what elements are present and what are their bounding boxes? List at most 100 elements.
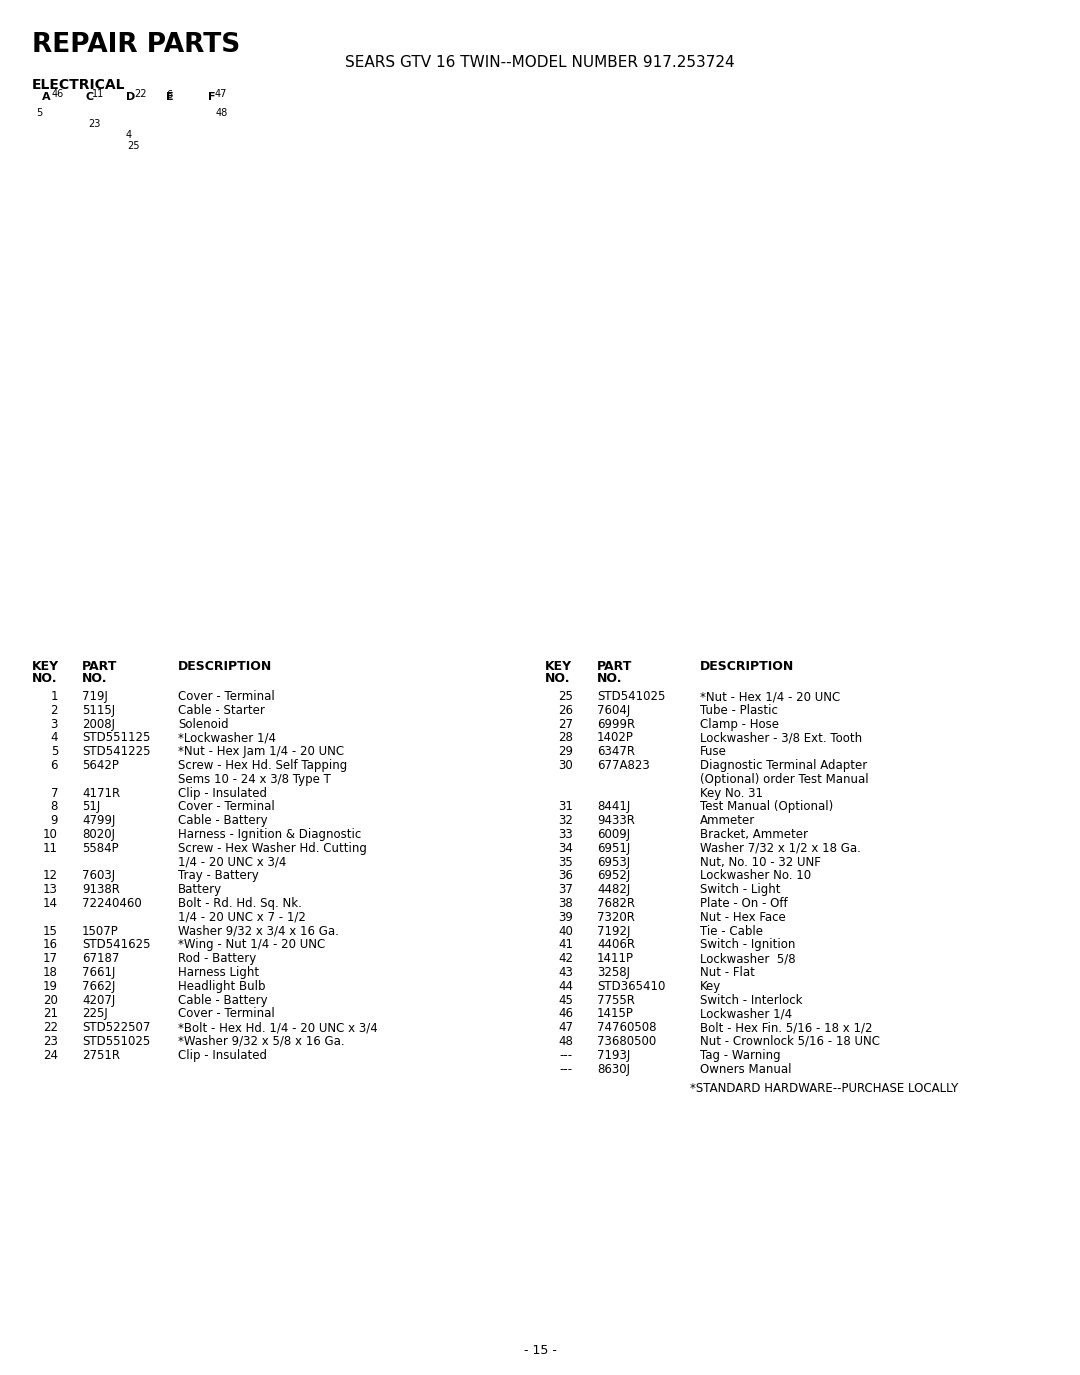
Text: F: F bbox=[208, 92, 216, 102]
Text: PART: PART bbox=[597, 660, 633, 672]
Text: 22: 22 bbox=[43, 1022, 58, 1034]
Text: 10: 10 bbox=[43, 828, 58, 842]
Text: KEY: KEY bbox=[545, 660, 572, 672]
Text: 1/4 - 20 UNC x 7 - 1/2: 1/4 - 20 UNC x 7 - 1/2 bbox=[178, 910, 306, 924]
Text: 7193J: 7193J bbox=[597, 1049, 631, 1062]
Text: 35: 35 bbox=[558, 855, 573, 869]
Text: 1: 1 bbox=[51, 690, 58, 703]
Text: 45: 45 bbox=[558, 994, 573, 1006]
Text: 4406R: 4406R bbox=[597, 938, 635, 952]
Text: STD551125: STD551125 bbox=[82, 732, 150, 744]
Text: 1411P: 1411P bbox=[597, 953, 634, 965]
Text: Nut - Hex Face: Nut - Hex Face bbox=[700, 910, 786, 924]
Text: Rod - Battery: Rod - Battery bbox=[178, 953, 256, 965]
Text: Owners Manual: Owners Manual bbox=[700, 1063, 792, 1075]
Text: 5115J: 5115J bbox=[82, 704, 116, 716]
Text: Clamp - Hose: Clamp - Hose bbox=[700, 718, 779, 730]
Text: 30: 30 bbox=[558, 759, 573, 771]
Text: 7682R: 7682R bbox=[597, 896, 635, 910]
Text: Fuse: Fuse bbox=[700, 745, 727, 758]
Text: 6999R: 6999R bbox=[597, 718, 635, 730]
Text: Diagnostic Terminal Adapter: Diagnostic Terminal Adapter bbox=[700, 759, 867, 771]
Text: 9: 9 bbox=[51, 814, 58, 828]
Text: 6952J: 6952J bbox=[597, 869, 631, 883]
Text: ELECTRICAL: ELECTRICAL bbox=[32, 78, 125, 92]
Text: 24: 24 bbox=[43, 1049, 58, 1062]
Text: 4799J: 4799J bbox=[82, 814, 116, 828]
Text: 8020J: 8020J bbox=[82, 828, 114, 842]
Text: Tray - Battery: Tray - Battery bbox=[178, 869, 259, 883]
Text: 11: 11 bbox=[92, 89, 105, 99]
Text: Bolt - Rd. Hd. Sq. Nk.: Bolt - Rd. Hd. Sq. Nk. bbox=[178, 896, 302, 910]
Text: *Nut - Hex 1/4 - 20 UNC: *Nut - Hex 1/4 - 20 UNC bbox=[700, 690, 840, 703]
Text: STD541225: STD541225 bbox=[82, 745, 150, 758]
Text: A: A bbox=[42, 92, 51, 102]
Text: Cable - Battery: Cable - Battery bbox=[178, 994, 268, 1006]
Text: 19: 19 bbox=[43, 980, 58, 993]
Text: 8630J: 8630J bbox=[597, 1063, 630, 1075]
Text: Tag - Warning: Tag - Warning bbox=[700, 1049, 781, 1062]
Text: 72240460: 72240460 bbox=[82, 896, 141, 910]
Text: Plate - On - Off: Plate - On - Off bbox=[700, 896, 787, 910]
Text: *Bolt - Hex Hd. 1/4 - 20 UNC x 3/4: *Bolt - Hex Hd. 1/4 - 20 UNC x 3/4 bbox=[178, 1022, 378, 1034]
Text: (Optional) order Test Manual: (Optional) order Test Manual bbox=[700, 773, 868, 785]
Text: 25: 25 bbox=[558, 690, 573, 703]
Text: 31: 31 bbox=[558, 800, 573, 814]
Text: - 15 -: - 15 - bbox=[524, 1343, 556, 1357]
Text: 6: 6 bbox=[166, 89, 172, 100]
Text: 41: 41 bbox=[558, 938, 573, 952]
Text: STD365410: STD365410 bbox=[597, 980, 665, 993]
Text: D: D bbox=[126, 92, 135, 102]
Text: Lockwasher  5/8: Lockwasher 5/8 bbox=[700, 953, 796, 965]
Text: STD541625: STD541625 bbox=[82, 938, 150, 952]
Text: 33: 33 bbox=[558, 828, 573, 842]
Text: NO.: NO. bbox=[597, 672, 622, 685]
Text: 25: 25 bbox=[127, 142, 139, 151]
Text: Sems 10 - 24 x 3/8 Type T: Sems 10 - 24 x 3/8 Type T bbox=[178, 773, 330, 785]
Text: Lockwasher 1/4: Lockwasher 1/4 bbox=[700, 1008, 792, 1020]
Text: 42: 42 bbox=[558, 953, 573, 965]
Text: C: C bbox=[85, 92, 93, 102]
Text: REPAIR PARTS: REPAIR PARTS bbox=[32, 32, 240, 58]
Text: DESCRIPTION: DESCRIPTION bbox=[700, 660, 794, 672]
Text: Cover - Terminal: Cover - Terminal bbox=[178, 1008, 274, 1020]
Text: NO.: NO. bbox=[32, 672, 57, 685]
Text: Screw - Hex Washer Hd. Cutting: Screw - Hex Washer Hd. Cutting bbox=[178, 842, 367, 855]
Text: Ammeter: Ammeter bbox=[700, 814, 755, 828]
Text: 47: 47 bbox=[215, 89, 228, 99]
Text: 34: 34 bbox=[558, 842, 573, 855]
Text: 4: 4 bbox=[126, 131, 132, 140]
Text: DESCRIPTION: DESCRIPTION bbox=[178, 660, 272, 672]
Text: 4171R: 4171R bbox=[82, 786, 120, 800]
Text: 67187: 67187 bbox=[82, 953, 120, 965]
Text: Lockwasher No. 10: Lockwasher No. 10 bbox=[700, 869, 811, 883]
Text: 28: 28 bbox=[558, 732, 573, 744]
Text: 7661J: 7661J bbox=[82, 967, 116, 979]
Text: Cover - Terminal: Cover - Terminal bbox=[178, 690, 274, 703]
Text: 51J: 51J bbox=[82, 800, 100, 814]
Text: 22: 22 bbox=[134, 89, 147, 99]
Text: Clip - Insulated: Clip - Insulated bbox=[178, 1049, 267, 1062]
Text: Washer 7/32 x 1/2 x 18 Ga.: Washer 7/32 x 1/2 x 18 Ga. bbox=[700, 842, 861, 855]
Text: Washer 9/32 x 3/4 x 16 Ga.: Washer 9/32 x 3/4 x 16 Ga. bbox=[178, 924, 339, 938]
Text: 5: 5 bbox=[51, 745, 58, 758]
Text: 23: 23 bbox=[43, 1035, 58, 1048]
Text: 4: 4 bbox=[51, 732, 58, 744]
Text: NO.: NO. bbox=[545, 672, 570, 685]
Text: *Wing - Nut 1/4 - 20 UNC: *Wing - Nut 1/4 - 20 UNC bbox=[178, 938, 325, 952]
Text: Cover - Terminal: Cover - Terminal bbox=[178, 800, 274, 814]
Text: 1/4 - 20 UNC x 3/4: 1/4 - 20 UNC x 3/4 bbox=[178, 855, 286, 869]
Text: 40: 40 bbox=[558, 924, 573, 938]
Text: 23: 23 bbox=[87, 120, 100, 129]
Text: Harness - Ignition & Diagnostic: Harness - Ignition & Diagnostic bbox=[178, 828, 361, 842]
Text: 43: 43 bbox=[558, 967, 573, 979]
Text: NO.: NO. bbox=[82, 672, 108, 685]
Text: 48: 48 bbox=[216, 109, 228, 118]
Text: 1402P: 1402P bbox=[597, 732, 634, 744]
Text: 47: 47 bbox=[558, 1022, 573, 1034]
Text: 5642P: 5642P bbox=[82, 759, 119, 771]
Text: 17: 17 bbox=[43, 953, 58, 965]
Text: 26: 26 bbox=[558, 704, 573, 716]
Text: 6953J: 6953J bbox=[597, 855, 630, 869]
Text: 1507P: 1507P bbox=[82, 924, 119, 938]
